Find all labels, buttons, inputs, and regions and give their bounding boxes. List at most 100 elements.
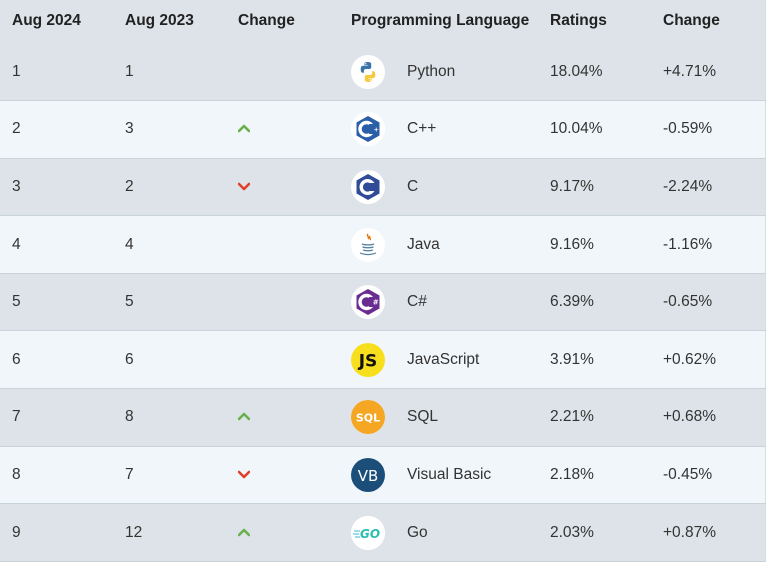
language-name[interactable]: Go: [407, 523, 428, 541]
arrow-up-icon: [237, 120, 251, 138]
language-cell: VB Visual Basic: [339, 446, 538, 505]
language-cell: SQL SQL: [339, 388, 538, 447]
rating-change: +4.71%: [651, 43, 766, 102]
header-rating-change[interactable]: Change: [651, 0, 766, 43]
rank-current: 6: [0, 330, 113, 390]
svg-text:GO: GO: [360, 527, 380, 541]
rating-value: 10.04%: [538, 100, 651, 159]
language-cell: # C#: [339, 273, 538, 332]
rating-value: 3.91%: [538, 330, 651, 390]
rank-current: 4: [0, 215, 113, 274]
rating-change: -1.16%: [651, 215, 766, 274]
trend-cell: [226, 100, 339, 159]
python-logo-icon: [351, 54, 385, 89]
svg-text:JS: JS: [358, 351, 378, 371]
sql-logo-icon: SQL: [351, 400, 385, 435]
arrow-up-icon: [237, 408, 251, 426]
cpp-logo-icon: ++: [351, 112, 385, 147]
trend-cell: [226, 503, 339, 562]
arrow-up-icon: [237, 524, 251, 542]
header-ratings[interactable]: Ratings: [538, 0, 651, 43]
header-row: Aug 2024 Aug 2023 Change Programming Lan…: [0, 0, 766, 43]
csharp-logo-icon: #: [351, 285, 385, 320]
header-change[interactable]: Change: [226, 0, 339, 43]
rating-change: +0.68%: [651, 388, 766, 447]
language-name[interactable]: Visual Basic: [407, 465, 492, 483]
svg-text:#: #: [373, 299, 379, 307]
trend-cell: [226, 215, 339, 274]
rating-value: 2.21%: [538, 388, 651, 447]
rating-change: -2.24%: [651, 158, 766, 217]
trend-cell: [226, 330, 339, 390]
rating-value: 2.03%: [538, 503, 651, 562]
rank-previous: 5: [113, 273, 226, 332]
rating-change: -0.45%: [651, 446, 766, 505]
rank-current: 1: [0, 43, 113, 102]
language-name[interactable]: C#: [407, 293, 427, 311]
svg-text:++: ++: [374, 126, 383, 134]
language-cell: GO Go: [339, 503, 538, 562]
javascript-logo-icon: JS: [351, 342, 385, 377]
language-wrapper: VB Visual Basic: [351, 457, 538, 492]
language-name[interactable]: C++: [407, 120, 437, 138]
language-cell: JS JavaScript: [339, 330, 538, 390]
rating-change: +0.87%: [651, 503, 766, 562]
rank-current: 2: [0, 100, 113, 159]
rating-value: 18.04%: [538, 43, 651, 102]
language-name[interactable]: C: [407, 177, 419, 195]
arrow-down-icon: [237, 466, 251, 484]
go-logo-icon: GO: [351, 515, 385, 550]
ranking-table: Aug 2024 Aug 2023 Change Programming Lan…: [0, 0, 766, 562]
rank-current: 5: [0, 273, 113, 332]
c-logo-icon: [351, 169, 385, 204]
language-name[interactable]: Python: [407, 62, 456, 80]
language-name[interactable]: Java: [407, 235, 440, 253]
language-wrapper: C: [351, 169, 538, 204]
language-wrapper: SQL SQL: [351, 400, 538, 435]
rating-change: -0.59%: [651, 100, 766, 159]
rating-value: 2.18%: [538, 446, 651, 505]
visual-basic-logo-icon: VB: [351, 457, 385, 492]
table-row: 9 12 GO Go 2.03% +0.87%: [0, 503, 766, 562]
trend-cell: [226, 43, 339, 102]
svg-text:SQL: SQL: [356, 412, 380, 425]
svg-text:VB: VB: [358, 467, 379, 485]
rank-previous: 3: [113, 100, 226, 159]
rank-current: 8: [0, 446, 113, 505]
header-language[interactable]: Programming Language: [339, 0, 538, 43]
language-wrapper: # C#: [351, 285, 538, 320]
rank-previous: 8: [113, 388, 226, 447]
trend-cell: [226, 446, 339, 505]
language-wrapper: ++ C++: [351, 112, 538, 147]
rank-previous: 7: [113, 446, 226, 505]
header-previous-month[interactable]: Aug 2023: [113, 0, 226, 43]
header-current-month[interactable]: Aug 2024: [0, 0, 113, 43]
rank-previous: 12: [113, 503, 226, 562]
language-wrapper: JS JavaScript: [351, 342, 538, 377]
trend-cell: [226, 388, 339, 447]
arrow-down-icon: [237, 178, 251, 196]
trend-cell: [226, 158, 339, 217]
language-name[interactable]: JavaScript: [407, 350, 480, 368]
language-wrapper: Python: [351, 54, 538, 89]
trend-cell: [226, 273, 339, 332]
rating-value: 9.16%: [538, 215, 651, 274]
rank-current: 3: [0, 158, 113, 217]
rank-previous: 2: [113, 158, 226, 217]
rank-previous: 6: [113, 330, 226, 390]
rank-previous: 1: [113, 43, 226, 102]
rating-value: 6.39%: [538, 273, 651, 332]
rank-previous: 4: [113, 215, 226, 274]
language-name[interactable]: SQL: [407, 408, 439, 426]
rank-current: 9: [0, 503, 113, 562]
java-logo-icon: [351, 227, 385, 262]
rating-change: -0.65%: [651, 273, 766, 332]
